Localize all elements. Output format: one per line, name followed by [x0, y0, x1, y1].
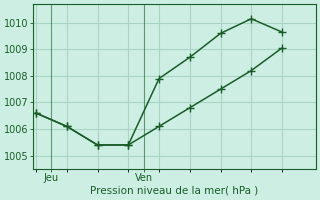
X-axis label: Pression niveau de la mer( hPa ): Pression niveau de la mer( hPa ): [90, 186, 259, 196]
